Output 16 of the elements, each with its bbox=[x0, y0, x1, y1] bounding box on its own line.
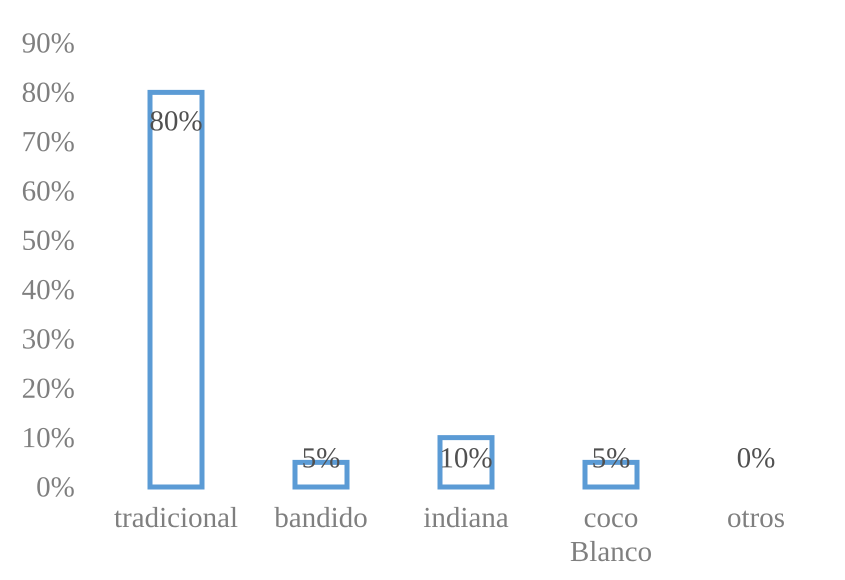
y-tick-label: 50% bbox=[23, 230, 74, 250]
y-tick-label: 70% bbox=[24, 132, 74, 152]
x-tick-label: otros bbox=[728, 510, 784, 528]
x-tick-label: coco Blanco bbox=[570, 513, 651, 562]
x-tick-label: tradicional bbox=[114, 506, 238, 528]
y-tick-label: 40% bbox=[22, 280, 74, 300]
y-tick-label: 20% bbox=[22, 378, 74, 398]
y-tick-label: 0% bbox=[37, 477, 74, 497]
x-tick-label: indiana bbox=[424, 506, 508, 528]
data-label: 0% bbox=[738, 448, 774, 468]
x-tick-label: bandido bbox=[274, 506, 367, 528]
y-tick-label: 80% bbox=[22, 82, 74, 102]
y-tick-label: 60% bbox=[22, 181, 74, 201]
y-tick-label: 30% bbox=[23, 329, 74, 349]
y-tick-label: 90% bbox=[22, 33, 74, 53]
y-tick-label: 10% bbox=[24, 428, 74, 448]
